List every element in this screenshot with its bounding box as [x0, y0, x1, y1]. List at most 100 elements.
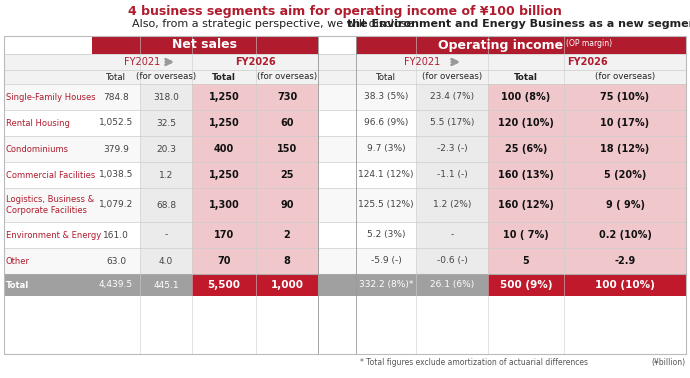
Text: Total: Total [6, 280, 29, 290]
Bar [192, 248, 318, 274]
Bar [488, 222, 686, 248]
Text: 0.2 (10%): 0.2 (10%) [598, 230, 651, 240]
Bar [140, 110, 192, 136]
Bar [192, 136, 318, 162]
Text: 125.5 (12%): 125.5 (12%) [358, 200, 414, 209]
Text: (OP margin): (OP margin) [566, 39, 612, 48]
Bar [488, 110, 686, 136]
Text: 60: 60 [280, 118, 294, 128]
Text: 4.0: 4.0 [159, 257, 173, 265]
Text: Total: Total [212, 73, 236, 82]
Text: 1,000: 1,000 [270, 280, 304, 290]
Text: (for overseas): (for overseas) [257, 73, 317, 82]
Bar [140, 136, 192, 162]
Bar [140, 222, 192, 248]
Bar [4, 84, 686, 110]
Text: 70: 70 [217, 256, 230, 266]
Bar [488, 248, 686, 274]
Bar [192, 188, 318, 222]
Text: 5: 5 [522, 256, 529, 266]
Bar [4, 222, 686, 248]
Bar [192, 110, 318, 136]
Text: FY2026: FY2026 [566, 57, 607, 67]
Text: 5 (20%): 5 (20%) [604, 170, 647, 180]
Bar [192, 222, 318, 248]
Text: (for overseas): (for overseas) [422, 73, 482, 82]
Text: 379.9: 379.9 [103, 144, 129, 153]
Bar [140, 84, 192, 110]
Text: 32.5: 32.5 [156, 118, 176, 127]
Text: 10 ( 7%): 10 ( 7%) [503, 230, 549, 240]
Text: Total: Total [514, 73, 538, 82]
Text: 124.1 (12%): 124.1 (12%) [358, 170, 414, 180]
Text: 500 (9%): 500 (9%) [500, 280, 552, 290]
Bar [356, 36, 686, 54]
Text: -2.9: -2.9 [614, 256, 635, 266]
Bar [4, 248, 686, 274]
Text: Net sales: Net sales [172, 39, 237, 51]
Text: 1,038.5: 1,038.5 [99, 170, 133, 180]
Bar [416, 162, 488, 188]
Text: 150: 150 [277, 144, 297, 154]
Text: Also, from a strategic perspective, we will disclose: Also, from a strategic perspective, we w… [132, 19, 417, 29]
Bar [192, 274, 318, 296]
Bar [416, 136, 488, 162]
Bar [416, 84, 488, 110]
Text: 4 business segments aim for operating income of ¥100 billion: 4 business segments aim for operating in… [128, 5, 562, 17]
Bar [4, 36, 686, 354]
Bar [416, 188, 488, 222]
Text: Logistics, Business &
Corporate Facilities: Logistics, Business & Corporate Faciliti… [6, 195, 94, 215]
Text: 20.3: 20.3 [156, 144, 176, 153]
Text: 160 (13%): 160 (13%) [498, 170, 554, 180]
Bar [4, 54, 686, 70]
Text: 1,250: 1,250 [208, 118, 239, 128]
Text: Rental Housing: Rental Housing [6, 118, 70, 127]
Text: Operating income: Operating income [438, 39, 564, 51]
Text: Environment & Energy: Environment & Energy [6, 231, 101, 240]
Text: 1,250: 1,250 [208, 170, 239, 180]
Text: 5.2 (3%): 5.2 (3%) [367, 231, 405, 240]
Text: 9 ( 9%): 9 ( 9%) [606, 200, 644, 210]
Bar [92, 36, 318, 54]
Text: -2.3 (-): -2.3 (-) [437, 144, 467, 153]
Bar [4, 188, 686, 222]
Text: Commercial Facilities: Commercial Facilities [6, 170, 95, 180]
Text: Single-Family Houses: Single-Family Houses [6, 93, 96, 102]
Text: Other: Other [6, 257, 30, 265]
Text: 8: 8 [284, 256, 290, 266]
Bar [4, 274, 686, 296]
Bar [4, 36, 686, 354]
Text: 96.6 (9%): 96.6 (9%) [364, 118, 408, 127]
Text: FY2026: FY2026 [235, 57, 275, 67]
Text: 170: 170 [214, 230, 234, 240]
Bar [4, 70, 686, 84]
Text: 26.1 (6%): 26.1 (6%) [430, 280, 474, 290]
Text: -0.6 (-): -0.6 (-) [437, 257, 467, 265]
Text: 68.8: 68.8 [156, 200, 176, 209]
Bar [4, 110, 686, 136]
Text: 1.2: 1.2 [159, 170, 173, 180]
Text: 75 (10%): 75 (10%) [600, 92, 649, 102]
Text: 5.5 (17%): 5.5 (17%) [430, 118, 474, 127]
Text: 9.7 (3%): 9.7 (3%) [366, 144, 405, 153]
Text: 63.0: 63.0 [106, 257, 126, 265]
Text: 730: 730 [277, 92, 297, 102]
Bar [192, 162, 318, 188]
Text: 10 (17%): 10 (17%) [600, 118, 649, 128]
Text: 1,250: 1,250 [208, 92, 239, 102]
Bar [488, 188, 686, 222]
Text: -5.9 (-): -5.9 (-) [371, 257, 402, 265]
Text: the Environment and Energy Business as a new segment: the Environment and Energy Business as a… [347, 19, 690, 29]
Text: 100 (8%): 100 (8%) [502, 92, 551, 102]
Bar [140, 162, 192, 188]
Text: 120 (10%): 120 (10%) [498, 118, 554, 128]
Text: 1,052.5: 1,052.5 [99, 118, 133, 127]
Text: 318.0: 318.0 [153, 93, 179, 102]
Bar [488, 274, 686, 296]
Text: 445.1: 445.1 [153, 280, 179, 290]
Text: 2: 2 [284, 230, 290, 240]
Text: (¥billion): (¥billion) [652, 358, 686, 367]
Bar [192, 84, 318, 110]
Text: 38.3 (5%): 38.3 (5%) [364, 93, 408, 102]
Text: 332.2 (8%)*: 332.2 (8%)* [359, 280, 413, 290]
